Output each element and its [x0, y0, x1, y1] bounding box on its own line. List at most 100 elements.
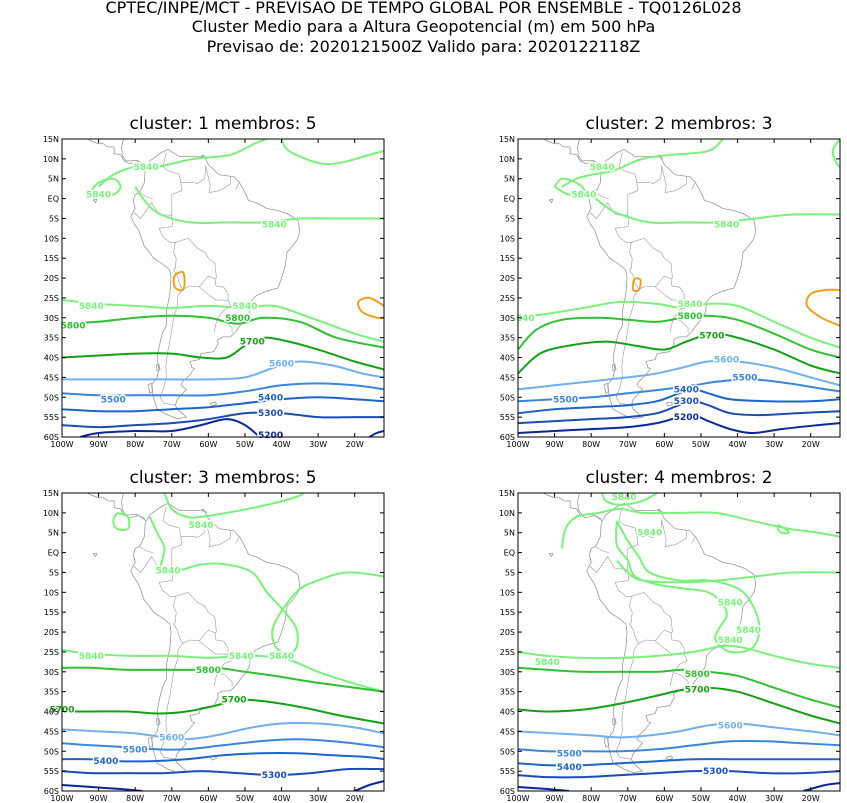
lat-tick-label: 60S	[44, 787, 59, 796]
contour-label: 5840	[79, 652, 104, 662]
contour-label: 5500	[557, 749, 582, 759]
map-frame	[517, 138, 841, 438]
contour-label: 5840	[134, 163, 159, 173]
contour-label: 5840	[232, 302, 257, 312]
lon-tick-label: 80W	[126, 794, 144, 803]
contour-line	[518, 332, 840, 375]
lat-tick-label: 60S	[44, 433, 59, 442]
lat-tick-label: 5N	[48, 529, 59, 538]
lon-tick-label: 70W	[619, 794, 637, 803]
contour-line	[62, 666, 384, 693]
contour-line	[62, 336, 384, 371]
contour-label: 5700	[221, 696, 246, 706]
country-border	[670, 278, 685, 301]
coastline-south-america	[130, 148, 301, 420]
lat-tick-label: EQ	[504, 549, 515, 558]
lon-tick-label: 30W	[765, 440, 783, 449]
contour-line	[280, 139, 384, 166]
island-coastline	[612, 364, 617, 372]
lat-tick-label: 35S	[500, 334, 515, 343]
contour-layer	[518, 493, 840, 791]
country-border	[661, 165, 687, 193]
contour-line	[518, 722, 840, 739]
island-coastline	[92, 552, 98, 558]
country-border	[636, 165, 663, 184]
contour-label: 5400	[557, 763, 582, 773]
contour-label: 5300	[674, 397, 699, 407]
contour-label: 5840	[637, 529, 662, 539]
coastline-south-america	[130, 502, 301, 774]
contour-line	[518, 378, 840, 403]
contour-label: 5840	[86, 191, 111, 201]
lat-tick-label: 5S	[49, 568, 59, 577]
country-border	[162, 506, 183, 570]
lat-tick-label: 25S	[500, 294, 515, 303]
lat-tick-label: 15N	[43, 489, 59, 498]
contour-line	[518, 739, 840, 753]
contour-label: 5840	[229, 652, 254, 662]
lat-tick-label: 25S	[500, 648, 515, 657]
lat-tick-label: 10N	[43, 509, 59, 518]
contour-line	[134, 186, 384, 225]
lat-tick-label: 20S	[44, 628, 59, 637]
lat-tick-label: 10S	[44, 588, 59, 597]
lon-tick-label: 30W	[309, 794, 327, 803]
country-border	[199, 286, 229, 301]
panel-title-cluster-2: cluster: 2 membros: 3	[585, 114, 773, 134]
lat-tick-label: 5S	[49, 214, 59, 223]
country-border	[205, 165, 231, 193]
lat-tick-label: 10N	[43, 155, 59, 164]
map-panel-1: 5840 5840 5840 5840 5840 5800 5800 5700 5600 5500…	[43, 135, 385, 449]
lat-tick-label: 55S	[500, 413, 515, 422]
contour-line	[62, 752, 384, 763]
map-frame	[61, 492, 385, 792]
country-border	[618, 506, 639, 570]
lon-tick-label: 20W	[346, 440, 364, 449]
contour-label: 5840	[677, 300, 702, 310]
contour-label: 5500	[123, 745, 148, 755]
lon-tick-label: 40W	[728, 440, 746, 449]
lat-tick-label: 20S	[44, 274, 59, 283]
lon-tick-label: 20W	[802, 440, 820, 449]
lat-tick-label: 50S	[500, 747, 515, 756]
lat-tick-label: 45S	[500, 373, 515, 382]
contour-label: 5800	[60, 322, 85, 332]
lon-tick-label: 50W	[236, 440, 254, 449]
country-border	[213, 654, 232, 686]
island-coastline	[665, 401, 673, 407]
island-coastline	[209, 401, 217, 407]
country-border	[180, 165, 207, 184]
country-border	[614, 215, 629, 229]
lat-tick-label: 40S	[500, 708, 515, 717]
lat-tick-label: 55S	[44, 413, 59, 422]
lon-tick-label: 60W	[655, 794, 673, 803]
coastline-central-america-north	[121, 493, 146, 520]
coastline-central-america	[543, 493, 603, 522]
lat-tick-label: 10N	[499, 155, 515, 164]
contour-label: 5800	[225, 314, 250, 324]
island-coastline	[665, 755, 673, 761]
contour-label: 5840	[612, 493, 637, 503]
lat-tick-label: 15S	[500, 254, 515, 263]
lat-tick-label: 5S	[505, 568, 515, 577]
contour-line	[560, 507, 840, 549]
contour-label: 5500	[101, 395, 126, 405]
country-border	[162, 152, 183, 216]
contour-label: 5600	[718, 721, 743, 731]
island-coastline	[201, 508, 207, 514]
country-border	[595, 192, 610, 200]
lon-tick-label: 100W	[506, 794, 529, 803]
geography-layer	[87, 139, 301, 420]
contour-label: 5840	[189, 521, 214, 531]
header-dates: Previsao de: 2020121500Z Valido para: 20…	[206, 37, 641, 56]
contour-line	[112, 511, 131, 531]
lon-tick-label: 20W	[346, 794, 364, 803]
contour-line	[518, 400, 840, 425]
lon-tick-label: 60W	[655, 440, 673, 449]
contour-line	[62, 784, 143, 791]
island-coastline	[92, 198, 98, 204]
contour-line	[561, 139, 724, 188]
contour-line	[831, 139, 840, 168]
contour-label: 5800	[677, 312, 702, 322]
contour-label: 5600	[159, 733, 184, 743]
